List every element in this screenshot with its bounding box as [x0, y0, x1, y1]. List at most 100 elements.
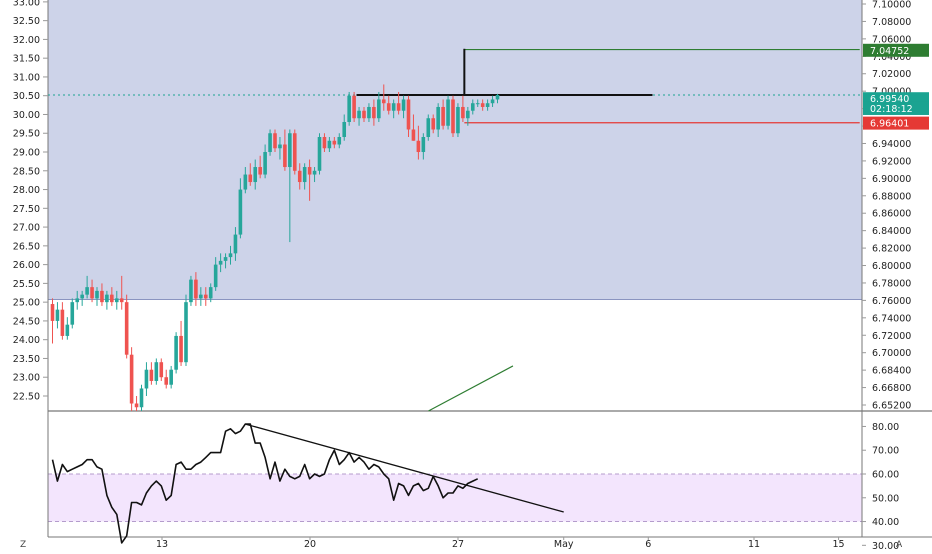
- right-axis-tick-label: 6.92000: [872, 156, 911, 167]
- candle-body: [362, 110, 366, 119]
- candle-body: [268, 133, 272, 153]
- candle-body: [199, 294, 203, 299]
- left-axis-tick-label: 23.50: [13, 354, 40, 365]
- time-axis-label: 11: [748, 539, 760, 550]
- rsi-trendline: [245, 423, 564, 513]
- zoom-icon[interactable]: Z: [20, 540, 26, 550]
- left-axis-tick-label: 25.50: [13, 279, 40, 290]
- candle-body: [302, 167, 307, 183]
- right-axis-tick-label: 6.66800: [872, 383, 911, 394]
- rsi-line: [51, 423, 479, 544]
- candle-body: [347, 95, 351, 122]
- candle-body: [441, 106, 445, 126]
- candle-body: [233, 234, 238, 254]
- candle-body: [421, 137, 426, 153]
- candle-body: [456, 106, 460, 134]
- candle-body: [253, 167, 258, 183]
- candle-body: [208, 287, 213, 299]
- rsi-axis-tick-label: 30.00: [872, 541, 899, 550]
- candle-body: [396, 103, 401, 111]
- right-axis-tick-label: 6.76000: [872, 296, 911, 307]
- left-axis-tick-label: 29.50: [13, 129, 40, 140]
- candle-body: [283, 144, 287, 168]
- right-axis-tick-label: 6.78000: [872, 278, 911, 289]
- candle-body: [100, 290, 104, 303]
- rsi-axis-tick-label: 40.00: [872, 517, 899, 528]
- trend-line-drawing: [428, 365, 514, 412]
- candle-body: [461, 106, 465, 119]
- left-axis-tick-label: 24.00: [13, 335, 40, 346]
- right-axis-tick-label: 6.82000: [872, 244, 911, 255]
- candle-body: [406, 99, 411, 130]
- left-axis-tick-label: 27.00: [13, 223, 40, 234]
- left-axis-tick-label: 27.50: [13, 204, 40, 215]
- right-axis-tick-label: 6.74000: [872, 313, 911, 324]
- candle-body: [95, 290, 99, 299]
- candle-body: [297, 170, 302, 183]
- candle-body: [134, 403, 139, 408]
- right-axis-tick-label: 6.68400: [872, 366, 911, 377]
- time-axis-label: 27: [452, 539, 464, 550]
- left-axis-tick-label: 33.00: [13, 0, 40, 8]
- candle-body: [55, 309, 60, 321]
- candle-body: [194, 279, 198, 299]
- candle-body: [386, 103, 391, 111]
- rsi-axis-tick-label: 50.00: [872, 493, 899, 504]
- candle-body: [238, 189, 243, 235]
- candle-body: [327, 140, 332, 149]
- price-tag-label: 7.04752: [870, 46, 909, 57]
- left-axis-tick-label: 30.50: [13, 91, 40, 102]
- candle-body: [367, 106, 371, 119]
- left-axis-tick-label: 23.00: [13, 373, 40, 384]
- candle-body: [495, 94, 500, 100]
- candle-body: [50, 304, 55, 321]
- candle-body: [278, 144, 282, 149]
- left-axis-tick-label: 31.00: [13, 72, 40, 83]
- candle-body: [243, 174, 248, 190]
- candle-body: [144, 369, 149, 389]
- right-axis-tick-label: 6.65200: [872, 401, 911, 412]
- candle-body: [431, 118, 436, 130]
- shaded-zone: [48, 0, 862, 300]
- candle-body: [149, 369, 154, 381]
- candle-body: [159, 362, 164, 378]
- time-axis-label: 6: [645, 539, 651, 550]
- candle-body: [263, 152, 267, 175]
- auto-scale-icon[interactable]: A: [896, 540, 903, 550]
- candle-body: [213, 264, 218, 288]
- right-axis-tick-label: 6.84000: [872, 226, 911, 237]
- price-tag: [863, 92, 929, 106]
- time-axis-label: 15: [833, 539, 845, 550]
- left-axis-tick-label: 24.50: [13, 316, 40, 327]
- candle-body: [179, 335, 183, 363]
- left-axis-tick-label: 32.50: [13, 16, 40, 27]
- left-axis-tick-label: 28.00: [13, 185, 40, 196]
- candle-body: [322, 137, 327, 149]
- candle-body: [164, 377, 169, 385]
- candle-body: [490, 99, 495, 104]
- price-tag-label: 6.96401: [870, 119, 909, 130]
- right-axis-tick-label: 6.94000: [872, 139, 911, 150]
- candle-body: [337, 137, 342, 145]
- candle-body: [124, 302, 129, 355]
- time-axis-label: May: [554, 539, 574, 550]
- candle-body: [475, 103, 480, 105]
- candle-body: [485, 103, 490, 107]
- candle-body: [169, 369, 173, 385]
- candle-body: [223, 257, 228, 261]
- candle-body: [426, 118, 431, 137]
- candle-body: [372, 106, 376, 119]
- candle-body: [480, 103, 485, 107]
- candle-body: [292, 133, 297, 171]
- candle-body: [332, 140, 337, 145]
- time-axis-label: 20: [304, 539, 316, 550]
- candle-body: [342, 121, 347, 137]
- candle-body: [273, 133, 277, 149]
- candle-body: [446, 99, 450, 126]
- candle-body: [451, 99, 455, 134]
- right-axis-tick-label: 7.08000: [872, 17, 911, 28]
- candle-body: [189, 279, 193, 303]
- candle-body: [436, 106, 440, 130]
